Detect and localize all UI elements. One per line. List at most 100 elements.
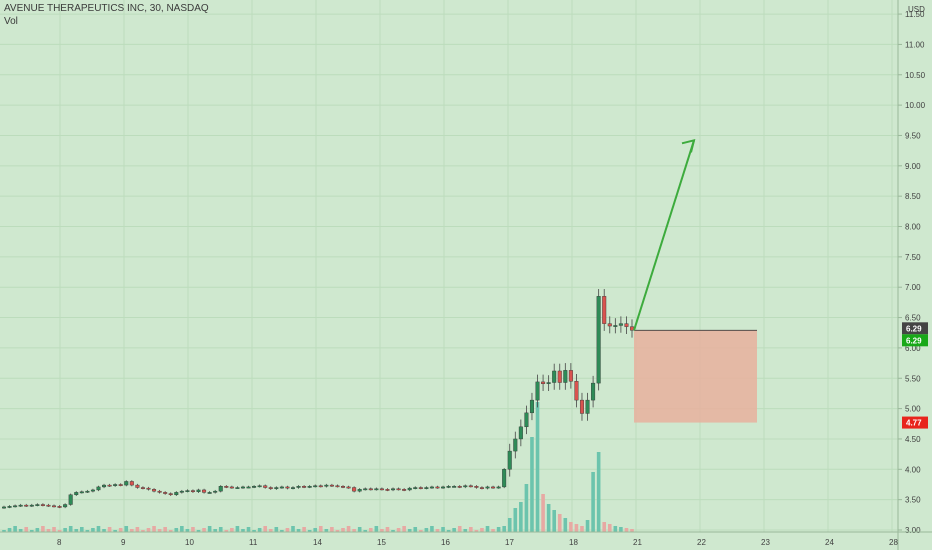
volume-bar — [324, 529, 329, 532]
candle-body — [352, 487, 357, 492]
volume-bar — [402, 526, 406, 532]
volume-bar — [446, 530, 451, 532]
candle-body — [263, 485, 268, 488]
candle-body — [507, 450, 512, 470]
x-tick-label: 14 — [313, 538, 322, 547]
volume-bar — [457, 526, 462, 532]
candle-body — [279, 486, 284, 489]
volume-bar — [146, 528, 151, 532]
y-tick-label: 10.00 — [905, 101, 926, 110]
volume-bar — [41, 526, 45, 532]
candle-body — [146, 487, 151, 490]
candle-body — [335, 485, 340, 488]
candle-body — [385, 489, 390, 491]
candle-body — [196, 489, 201, 492]
candle-body — [102, 484, 107, 488]
candle-body — [57, 506, 62, 508]
volume-bar — [380, 529, 384, 532]
volume-bar — [480, 528, 484, 532]
volume-bar — [18, 529, 23, 532]
candle-body — [502, 469, 507, 488]
currency-label: USD — [908, 5, 925, 14]
volume-bar — [57, 530, 62, 532]
candle-body — [418, 487, 423, 489]
candle-body — [624, 323, 629, 327]
volume-bar — [296, 529, 301, 532]
candle-body — [391, 488, 396, 491]
candle-body — [318, 485, 323, 488]
candle-body — [513, 438, 518, 452]
candle-body — [552, 370, 557, 383]
volume-bar — [218, 527, 223, 532]
volume-bar — [241, 529, 245, 532]
candle-body — [329, 484, 334, 487]
candle-body — [157, 490, 162, 493]
volume-bar — [196, 530, 201, 532]
volume-bar — [613, 526, 618, 532]
volume-bar — [385, 527, 390, 532]
volume-bar — [130, 529, 134, 532]
volume-bar — [313, 528, 318, 532]
volume-bar — [118, 528, 123, 532]
volume-bar — [507, 518, 512, 532]
volume-bar — [46, 529, 51, 532]
volume-bar — [113, 530, 117, 532]
candle-body — [63, 504, 68, 508]
x-tick-label: 17 — [505, 538, 514, 547]
candle-body — [568, 370, 573, 382]
volume-bar — [257, 528, 262, 532]
candle-body — [35, 504, 40, 506]
volume-bar — [530, 437, 534, 532]
volume-bar — [263, 526, 268, 532]
volume-bar — [141, 530, 145, 532]
volume-bar — [574, 524, 579, 532]
candle-body — [240, 486, 245, 489]
candle-body — [235, 487, 240, 489]
volume-bar — [74, 529, 79, 532]
volume-bar — [163, 527, 167, 532]
candle-body — [535, 381, 540, 401]
volume-bar — [585, 520, 590, 532]
volume-bar — [580, 526, 584, 532]
candle-body — [257, 485, 262, 488]
y-tick-label: 9.50 — [905, 131, 921, 140]
volume-bars — [2, 402, 634, 532]
volume-bar — [68, 526, 73, 532]
y-tick-label: 11.00 — [905, 40, 925, 49]
volume-bar — [174, 528, 179, 532]
candle-body — [118, 484, 123, 486]
candle-body — [285, 486, 290, 489]
volume-bar — [202, 528, 206, 532]
candle-body — [179, 490, 184, 493]
volume-bar — [546, 504, 551, 532]
stop-price-tag-label: 4.77 — [906, 419, 922, 428]
volume-bar — [252, 530, 256, 532]
volume-bar — [419, 530, 423, 532]
time-axis[interactable]: 8 9 10 11 14 15 16 17 18 21 22 23 24 28 — [0, 531, 932, 547]
volume-bar — [630, 529, 634, 532]
candle-body — [18, 504, 23, 507]
target-arrow — [633, 140, 695, 331]
candle-body — [379, 488, 384, 491]
volume-bar — [396, 528, 401, 532]
volume-bar — [441, 527, 445, 532]
y-tick-label: 4.50 — [905, 435, 921, 444]
y-tick-label: 7.00 — [905, 283, 921, 292]
y-tick-label: 4.00 — [905, 465, 921, 474]
stop-loss-zone — [634, 330, 757, 423]
symbol-title: AVENUE THERAPEUTICS INC, 30, NASDAQ — [4, 3, 209, 14]
candle-body — [246, 486, 251, 489]
volume-bar — [463, 529, 468, 532]
candle-body — [496, 486, 501, 489]
volume-bar — [519, 502, 523, 532]
x-tick-label: 16 — [441, 538, 450, 547]
candle-body — [2, 506, 6, 509]
y-tick-label: 8.00 — [905, 223, 921, 232]
candle-body — [341, 486, 346, 488]
volume-bar — [413, 527, 418, 532]
volume-bar — [552, 510, 556, 532]
volume-bar — [619, 527, 623, 532]
